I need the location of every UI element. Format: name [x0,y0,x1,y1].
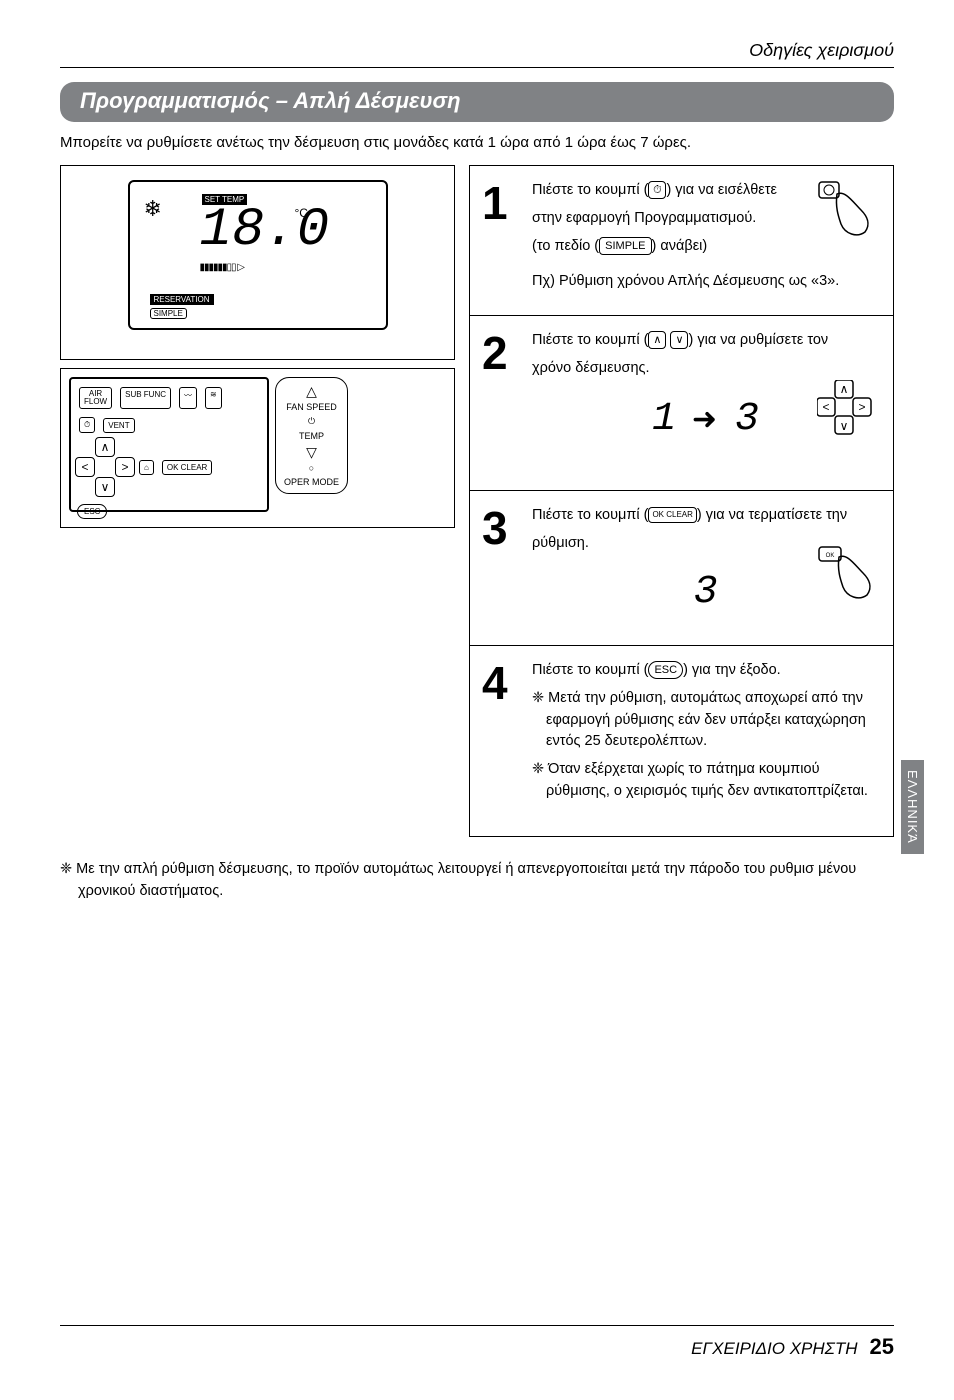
step-number: 2 [482,330,522,474]
step1-line3b: ) ανάβει) [652,238,708,254]
vent-key: VENT [103,418,134,433]
simple-badge: SIMPLE [150,308,187,319]
svg-text:∧: ∧ [840,382,849,396]
down-arrow-icon: ∨ [670,331,688,349]
svg-text:OK: OK [826,553,835,559]
temp-up-icon: △ [306,384,317,398]
svg-text:∨: ∨ [840,419,849,433]
temp-fan-group: △ FAN SPEED ⏻ TEMP ▽ ○ OPER MODE [275,377,348,494]
fan-speed-label: FAN SPEED [286,402,337,412]
svg-text:>: > [858,400,865,414]
air-flow-key: AIRFLOW [79,387,112,409]
temp-label: TEMP [299,431,324,441]
snowflake-icon: ❄ [144,196,162,222]
intro-text: Μπορείτε να ρυθμίσετε ανέτως την δέσμευσ… [60,134,894,151]
page-footer: ΕΓΧΕΙΡΙΔΙΟ ΧΡΗΣΤΗ 25 [60,1325,894,1360]
step2-text-b: ) για να ρυθμίσετε τον [688,332,828,348]
to-value: 3 [735,397,757,442]
language-tab: ΕΛΛΗΝΙΚΆ [901,760,924,854]
step-number: 4 [482,660,522,820]
arrow-icon: ➜ [692,403,717,436]
step-4: 4 Πιέστε το κουμπί (ESC) για την έξοδο. … [470,646,893,836]
footer-title: ΕΓΧΕΙΡΙΔΙΟ ΧΡΗΣΤΗ [691,1339,857,1359]
step1-line3a: (το πεδίο ( [532,238,599,254]
ok-press-icon: OK [817,545,877,611]
header-rule [60,67,894,68]
ok-clear-inline-badge: OK CLEAR [648,507,696,523]
up-arrow-icon: ∧ [648,331,666,349]
reservation-label: RESERVATION [150,294,214,305]
step-2: 2 Πιέστε το κουμπί (∧ ∨) για να ρυθμίσετ… [470,316,893,491]
step4-text-a: Πιέστε το κουμπί ( [532,662,648,678]
left-column: ❄ SET TEMP 18.0 °C ▮▮▮▮▮▮▯▯ ▷ RESERVATIO… [60,165,455,837]
esc-key: ESC [77,504,107,519]
footnote: ❈ Με την απλή ρύθμιση δέσμευσης, το προϊ… [60,859,894,903]
step-number: 3 [482,505,522,629]
simple-inline-badge: SIMPLE [599,237,651,255]
step2-text-a: Πιέστε το κουμπί ( [532,332,648,348]
step1-example: Πχ) Ρύθμιση χρόνου Απλής Δέσμευσης ως «3… [532,271,877,293]
oper-mode-label: OPER MODE [284,477,339,487]
step4-text-b: ) για την έξοδο. [683,662,781,678]
step-number: 1 [482,180,522,299]
hand-press-icon [817,180,877,246]
step1-text-a: Πιέστε το κουμπί ( [532,182,648,198]
temp-down-icon: ▽ [306,445,317,459]
esc-inline-badge: ESC [648,661,683,679]
ok-clear-key: OK CLEAR [162,460,212,475]
timer-key: ⏱ [79,417,95,433]
home-key: ⌂ [139,460,154,475]
lcd-illustration: ❄ SET TEMP 18.0 °C ▮▮▮▮▮▮▯▯ ▷ RESERVATIO… [60,165,455,360]
lcd-frame: ❄ SET TEMP 18.0 °C ▮▮▮▮▮▮▯▯ ▷ RESERVATIO… [128,180,388,330]
running-header: Οδηγίες χειρισμού [60,40,894,61]
step4-bullet1: ❈ Μετά την ρύθμιση, αυτομάτως αποχωρεί α… [532,688,877,753]
keypad-illustration: AIRFLOW SUB FUNC 〰 ≋ ⏱ VENT ∧ < > [60,368,455,528]
louver-key: ≋ [205,387,222,409]
temp-readout: 18.0 [200,204,330,258]
from-value: 1 [652,397,674,442]
steps-column: 1 Πιέστε το κουμπί (⏱) για να εισέλθετε … [469,165,894,837]
keypad-left: AIRFLOW SUB FUNC 〰 ≋ ⏱ VENT ∧ < > [69,377,269,512]
result-value: 3 [693,570,715,615]
footer-page-number: 25 [870,1334,894,1360]
step1-text-b: ) για να εισέλθετε [666,182,776,198]
dpad: ∧ < > ∨ [77,439,133,495]
bar-indicator: ▮▮▮▮▮▮▯▯ ▷ [200,262,245,273]
step3-text-b: ) για να τερματίσετε την [697,507,847,523]
keypad-right: △ FAN SPEED ⏻ TEMP ▽ ○ OPER MODE [275,377,348,512]
swing-key: 〰 [179,387,197,409]
content-row: ❄ SET TEMP 18.0 °C ▮▮▮▮▮▮▯▯ ▷ RESERVATIO… [60,165,894,837]
sub-func-key: SUB FUNC [120,387,171,409]
section-title: Προγραμματισμός – Απλή Δέσμευση [60,82,894,122]
dpad-press-icon: ∧ ∨ < > [817,380,877,446]
svg-text:<: < [822,400,829,414]
footer-rule [60,1325,894,1326]
step2-line2: χρόνο δέσμευσης. [532,358,877,380]
timer-icon: ⏱ [648,181,666,199]
mode-circle-icon: ○ [309,463,314,473]
step4-bullet2: ❈ Όταν εξέρχεται χωρίς το πάτημα κουμπιο… [532,759,877,803]
step-3: 3 Πιέστε το κουμπί (OK CLEAR) για να τερ… [470,491,893,646]
temp-unit: °C [295,206,308,220]
step-1: 1 Πιέστε το κουμπί (⏱) για να εισέλθετε … [470,166,893,316]
power-icon: ⏻ [308,416,315,427]
step3-text-a: Πιέστε το κουμπί ( [532,507,648,523]
